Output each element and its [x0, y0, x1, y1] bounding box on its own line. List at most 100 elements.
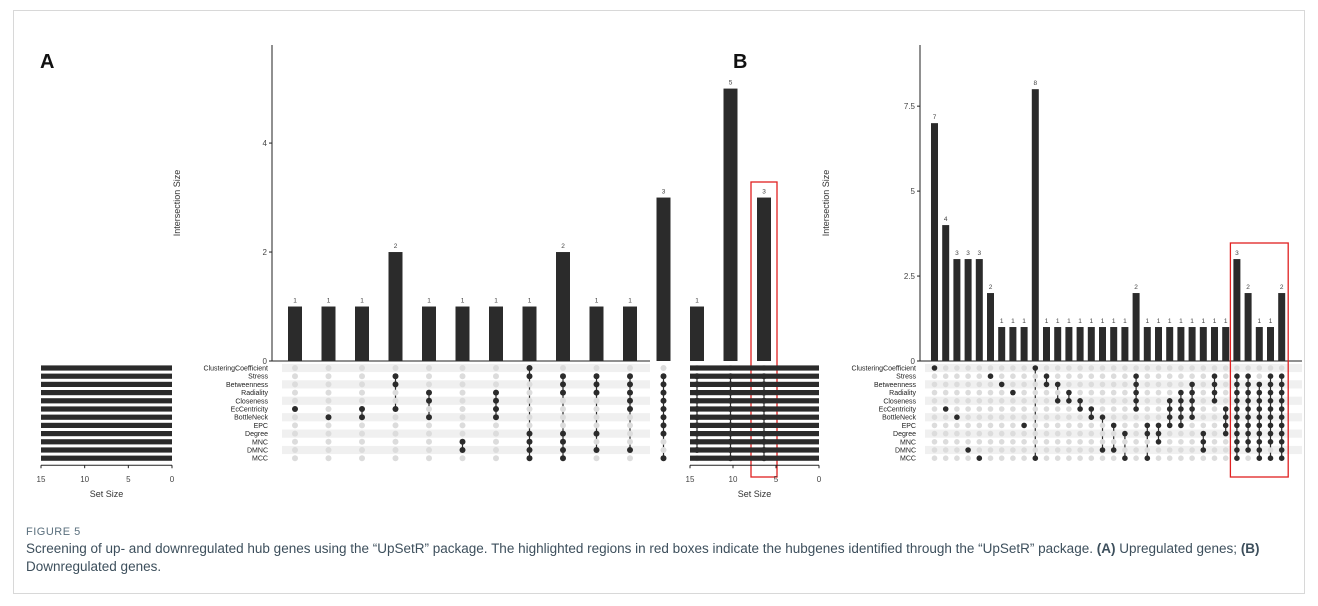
matrix-dot-filled	[660, 373, 667, 380]
matrix-dot-empty	[1054, 439, 1061, 445]
matrix-dot-filled	[392, 406, 399, 412]
matrix-dot-empty	[1032, 389, 1039, 396]
matrix-dot-empty	[987, 455, 994, 462]
matrix-dot-empty	[459, 414, 466, 421]
bar-value-label: 1	[1101, 318, 1105, 325]
y-tick-label: 7.5	[904, 102, 916, 111]
set-label: Stress	[896, 374, 916, 381]
matrix-dot-empty	[954, 381, 960, 388]
set-size-tick-label: 10	[729, 475, 738, 484]
bar-value-label: 8	[1033, 80, 1037, 87]
set-size-bar	[41, 373, 172, 379]
intersection-bar	[1244, 293, 1252, 361]
matrix-dot-empty	[1066, 365, 1072, 371]
set-label: Degree	[245, 431, 268, 438]
intersection-bar	[1278, 293, 1286, 361]
matrix-dot-empty	[1010, 447, 1016, 453]
matrix-dot-empty	[954, 422, 960, 429]
matrix-dot-empty	[965, 398, 971, 404]
matrix-dot-empty	[292, 422, 298, 429]
set-size-bar	[690, 422, 819, 428]
matrix-dot-empty	[1234, 365, 1240, 371]
matrix-dot-filled	[593, 430, 600, 437]
matrix-dot-empty	[1110, 455, 1117, 462]
bar-value-label: 1	[1145, 318, 1149, 325]
matrix-dot-empty	[292, 381, 298, 388]
matrix-dot-empty	[1032, 422, 1039, 429]
intersection-bar	[1211, 327, 1218, 361]
matrix-dot-empty	[987, 422, 994, 429]
matrix-dot-filled	[1245, 389, 1251, 396]
matrix-dot-empty	[1166, 439, 1173, 445]
matrix-dot-filled	[593, 373, 600, 380]
matrix-dot-empty	[1155, 414, 1162, 421]
matrix-dot-empty	[1088, 389, 1095, 396]
set-label: Radiality	[241, 390, 268, 397]
matrix-dot-empty	[1178, 439, 1184, 445]
matrix-dot-empty	[1166, 373, 1173, 380]
y-tick-label: 4	[263, 139, 268, 148]
matrix-dot-empty	[593, 455, 600, 462]
intersection-bar	[656, 197, 671, 361]
matrix-dot-empty	[1010, 455, 1016, 462]
matrix-dot-empty	[359, 422, 365, 429]
matrix-dot-filled	[1166, 414, 1173, 421]
set-size-bar	[690, 439, 819, 445]
matrix-dot-empty	[1200, 422, 1207, 429]
intersection-bar	[964, 259, 972, 361]
matrix-dot-empty	[1166, 381, 1173, 388]
matrix-dot-empty	[493, 447, 499, 453]
set-size-bar	[690, 390, 819, 396]
matrix-dot-filled	[987, 373, 994, 380]
matrix-dot-empty	[426, 381, 432, 388]
set-size-bar	[690, 455, 819, 461]
matrix-stripe	[282, 413, 650, 422]
matrix-dot-empty	[426, 438, 432, 445]
matrix-dot-empty	[426, 422, 432, 429]
set-size-bar	[41, 431, 172, 437]
matrix-dot-empty	[976, 406, 983, 412]
matrix-dot-filled	[1133, 381, 1139, 388]
matrix-dot-empty	[392, 365, 399, 371]
matrix-dot-empty	[1010, 422, 1016, 429]
matrix-dot-empty	[392, 438, 399, 445]
matrix-dot-empty	[1099, 430, 1106, 437]
matrix-dot-filled	[1110, 422, 1117, 429]
bar-value-label: 1	[1011, 318, 1015, 325]
matrix-dot-empty	[1122, 406, 1128, 412]
matrix-dot-empty	[1178, 430, 1184, 437]
matrix-dot-filled	[325, 414, 332, 421]
matrix-dot-empty	[459, 422, 466, 429]
matrix-dot-empty	[1155, 373, 1162, 380]
matrix-dot-filled	[1189, 414, 1195, 421]
matrix-dot-empty	[292, 438, 298, 445]
matrix-dot-empty	[1144, 414, 1151, 421]
matrix-dot-empty	[1088, 455, 1095, 462]
matrix-dot-empty	[1088, 398, 1095, 404]
matrix-dot-empty	[1110, 398, 1117, 404]
matrix-dot-filled	[627, 406, 633, 412]
set-size-bar	[41, 398, 172, 404]
caption-main: Screening of up- and downregulated hub g…	[26, 541, 1097, 556]
matrix-dot-filled	[627, 373, 633, 380]
matrix-dot-empty	[1189, 455, 1195, 462]
matrix-dot-empty	[987, 389, 994, 396]
matrix-dot-empty	[1200, 406, 1207, 412]
matrix-dot-empty	[660, 447, 667, 453]
matrix-dot-empty	[1267, 365, 1274, 371]
intersection-bar	[455, 306, 470, 361]
matrix-dot-empty	[1110, 389, 1117, 396]
set-size-bar	[41, 439, 172, 445]
matrix-dot-empty	[526, 406, 533, 412]
matrix-dot-filled	[493, 406, 499, 412]
matrix-dot-empty	[1256, 373, 1263, 380]
matrix-dot-filled	[976, 455, 983, 462]
intersection-bar	[1267, 327, 1274, 361]
matrix-dot-filled	[1099, 447, 1106, 453]
matrix-dot-empty	[493, 381, 499, 388]
matrix-dot-empty	[942, 365, 949, 371]
matrix-dot-filled	[1032, 455, 1039, 462]
matrix-dot-empty	[965, 365, 971, 371]
matrix-dot-empty	[325, 373, 332, 380]
matrix-dot-empty	[1099, 373, 1106, 380]
